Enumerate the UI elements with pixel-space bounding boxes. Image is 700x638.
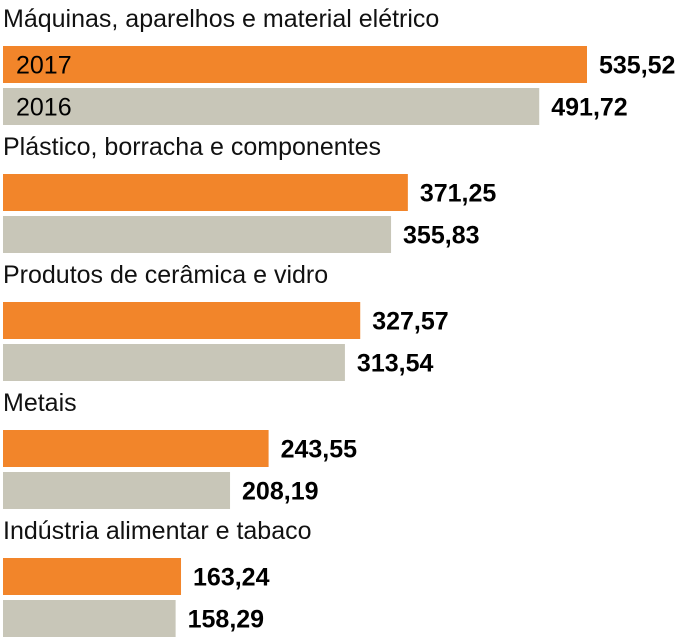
bar-2017 (3, 174, 408, 211)
value-label: 327,57 (372, 308, 448, 336)
value-label: 371,25 (420, 180, 497, 208)
bar-2017 (3, 46, 587, 83)
value-label: 355,83 (403, 222, 479, 250)
value-label: 163,24 (193, 564, 270, 592)
value-label: 313,54 (357, 350, 434, 378)
category-label: Indústria alimentar e tabaco (3, 517, 312, 545)
bar-2016 (3, 88, 540, 125)
value-label: 243,55 (281, 436, 358, 464)
bar-2017 (3, 558, 182, 595)
category-label: Máquinas, aparelhos e material elétrico (3, 5, 439, 33)
value-label: 208,19 (242, 478, 318, 506)
series-label: 2017 (16, 52, 72, 80)
bar-2016 (3, 216, 392, 253)
category-label: Metais (3, 389, 77, 417)
value-label: 535,52 (599, 52, 675, 80)
bar-2017 (3, 302, 361, 339)
series-label: 2016 (16, 94, 72, 122)
value-label: 491,72 (551, 94, 627, 122)
value-label: 158,29 (188, 606, 264, 634)
bar-2016 (3, 472, 231, 509)
category-label: Produtos de cerâmica e vidro (3, 261, 328, 289)
bar-2016 (3, 344, 345, 381)
bar-2016 (3, 600, 176, 637)
bar-2017 (3, 430, 269, 467)
category-label: Plástico, borracha e componentes (3, 133, 381, 161)
